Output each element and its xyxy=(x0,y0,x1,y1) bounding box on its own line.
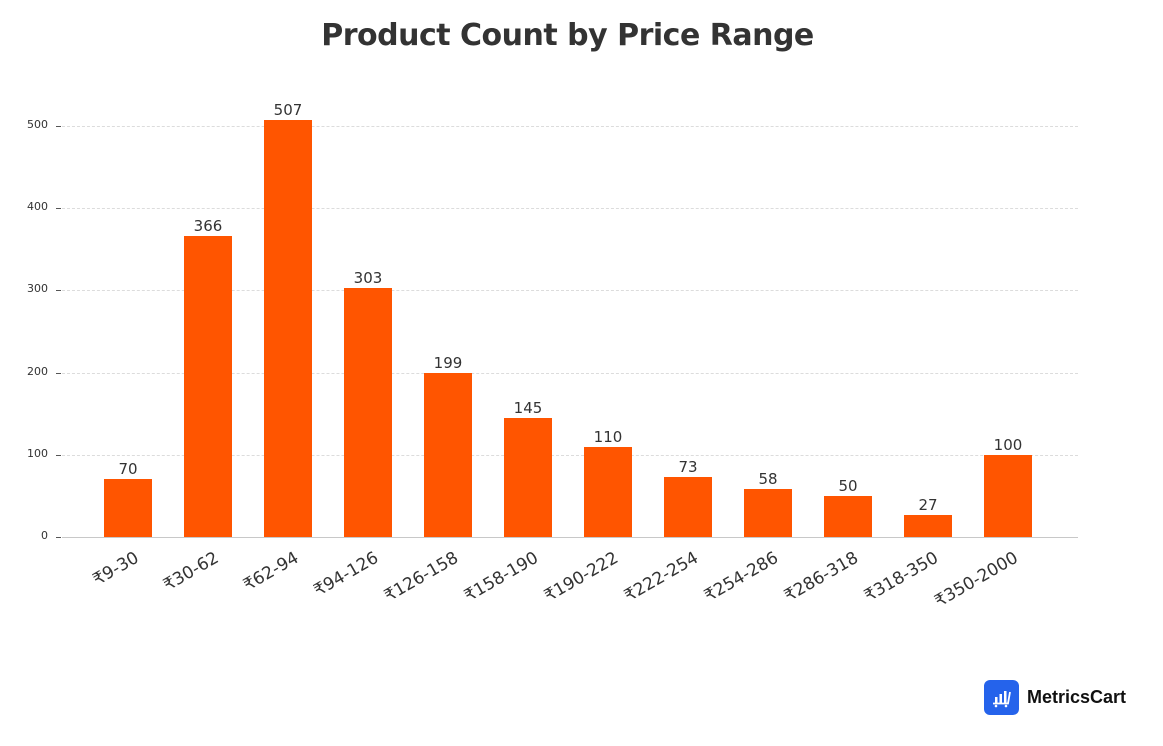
data-label: 70 xyxy=(118,460,138,479)
brand-name: MetricsCart xyxy=(1027,687,1127,707)
gridline xyxy=(62,454,1078,456)
bar-chart-cart-icon xyxy=(984,680,1019,715)
data-label: 100 xyxy=(993,435,1023,454)
y-tick xyxy=(56,537,61,538)
bar xyxy=(504,417,552,537)
y-tick-label: 500 xyxy=(27,118,48,131)
data-label: 58 xyxy=(758,470,778,489)
x-tick-label: ₹286-318 xyxy=(780,548,862,607)
bar xyxy=(344,287,392,537)
x-tick-label: ₹190-222 xyxy=(540,548,622,607)
gridline xyxy=(62,208,1078,210)
data-label: 507 xyxy=(273,101,303,120)
x-tick-label: ₹318-350 xyxy=(860,548,942,607)
x-tick-label: ₹30-62 xyxy=(160,548,223,596)
gridline xyxy=(62,126,1078,127)
data-label: 199 xyxy=(433,354,463,373)
x-tick-label: ₹222-254 xyxy=(620,548,702,607)
x-tick-label: ₹126-158 xyxy=(380,548,462,607)
bar xyxy=(904,514,952,537)
data-label: 50 xyxy=(838,476,858,495)
x-tick-label: ₹158-190 xyxy=(460,548,542,607)
x-tick-label: ₹254-286 xyxy=(700,548,782,607)
bar xyxy=(184,236,232,537)
y-tick-label: 100 xyxy=(27,446,48,460)
y-tick xyxy=(56,372,61,374)
y-tick xyxy=(56,454,61,456)
bar xyxy=(264,120,312,537)
data-label: 303 xyxy=(353,268,383,287)
y-tick-label: 200 xyxy=(27,364,48,378)
data-label: 73 xyxy=(678,457,698,476)
data-label: 145 xyxy=(513,398,543,417)
bar xyxy=(664,476,712,537)
y-tick xyxy=(56,126,61,127)
y-tick-label: 0 xyxy=(41,529,48,542)
x-tick-label: ₹94-126 xyxy=(310,548,383,601)
bar xyxy=(984,454,1032,537)
bar xyxy=(424,373,472,537)
data-label: 366 xyxy=(193,217,223,236)
bar xyxy=(104,479,152,537)
bar xyxy=(744,489,792,537)
y-tick xyxy=(56,290,61,292)
data-label: 110 xyxy=(593,427,623,446)
x-axis-line xyxy=(62,537,1078,538)
y-tick-label: 300 xyxy=(27,282,48,296)
x-tick-label: ₹62-94 xyxy=(240,548,303,596)
data-label: 27 xyxy=(918,495,938,514)
y-tick xyxy=(56,208,61,210)
x-tick-label: ₹350-2000 xyxy=(931,548,1022,612)
bar xyxy=(584,446,632,537)
gridline xyxy=(62,290,1078,292)
metricscart-logo: MetricsCart xyxy=(984,680,1126,715)
gridline xyxy=(62,372,1078,374)
y-tick-label: 400 xyxy=(27,200,48,214)
x-tick-label: ₹9-30 xyxy=(89,548,143,591)
chart-title: Product Count by Price Range xyxy=(321,18,814,53)
bar xyxy=(824,495,872,537)
